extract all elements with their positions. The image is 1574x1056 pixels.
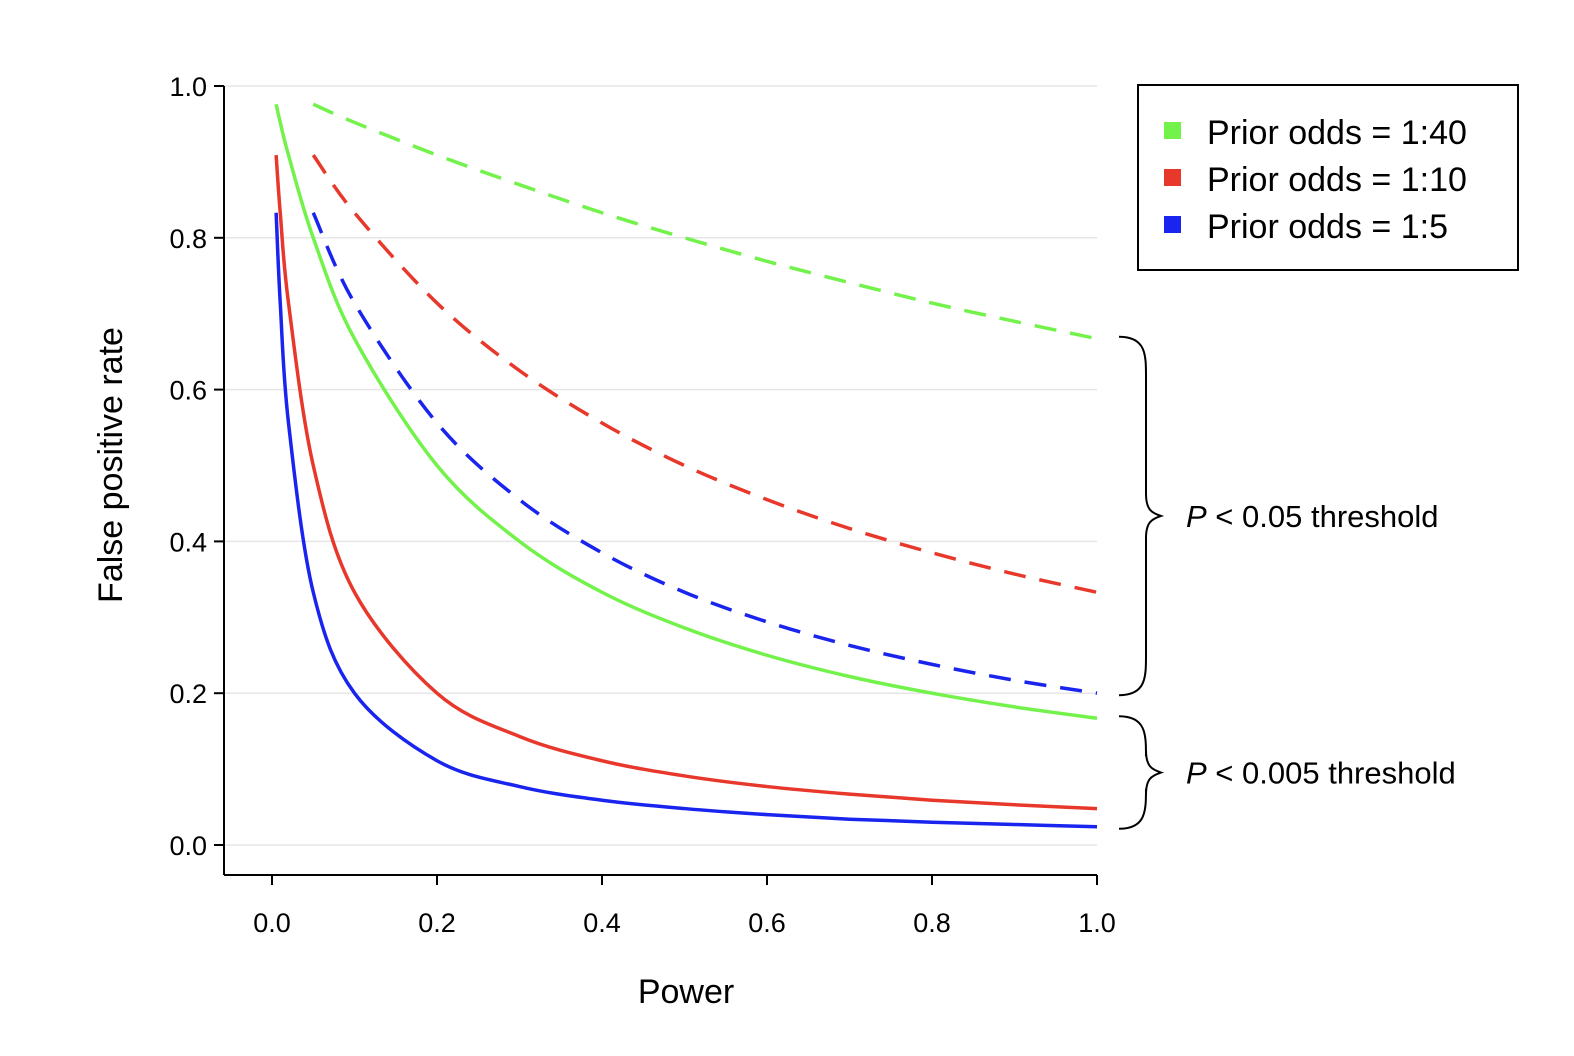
x-tick-label: 0.8: [913, 908, 951, 938]
legend-label-1-40: Prior odds = 1:40: [1207, 114, 1467, 152]
legend-swatch-1-10: [1164, 169, 1181, 186]
legend-swatch-1-40: [1164, 122, 1181, 139]
series-line-dashed-1-5: [311, 212, 1098, 695]
y-tick-label: 0.2: [169, 679, 207, 709]
legend-label-1-10: Prior odds = 1:10: [1207, 161, 1467, 199]
y-tick-label: 0.0: [169, 831, 207, 861]
y-tick-label: 0.8: [169, 224, 207, 254]
axes: 0.0 0.2 0.4 0.6 0.8 1.0 0.0 0.2 0.4 0.6 0.8 1.0: [169, 72, 1115, 938]
threshold-label: P < 0.05 threshold: [1186, 499, 1439, 534]
threshold-label: P < 0.005 threshold: [1186, 756, 1456, 791]
y-tick-label: 0.6: [169, 376, 207, 406]
legend-label-1-5: Prior odds = 1:5: [1207, 208, 1448, 246]
legend-box: [1137, 84, 1519, 271]
legend-swatch-1-5: [1164, 216, 1181, 233]
y-tick-label: 0.4: [169, 527, 207, 557]
x-tick-label: 0.4: [583, 908, 621, 938]
x-tick-label: 0.2: [418, 908, 456, 938]
series-layer: [274, 102, 1098, 829]
threshold-brace: [1118, 715, 1165, 830]
gridlines: [224, 85, 1097, 846]
threshold-brace: [1118, 335, 1165, 697]
series-line-solid-1-40: [274, 103, 1098, 720]
x-tick-label: 1.0: [1078, 908, 1116, 938]
series-line-dashed-1-10: [311, 154, 1098, 594]
x-tick-label: 0.0: [253, 908, 291, 938]
x-axis-label: Power: [638, 973, 734, 1011]
legend: Prior odds = 1:40 Prior odds = 1:10 Prio…: [1137, 84, 1519, 271]
y-axis-label: False positive rate: [92, 327, 130, 603]
series-line-solid-1-10: [274, 154, 1098, 811]
series-line-solid-1-5: [274, 212, 1098, 829]
y-tick-label: 1.0: [169, 72, 207, 102]
series-line-dashed-1-40: [312, 102, 1098, 341]
threshold-annotations: P < 0.05 threshold P < 0.005 threshold: [1118, 335, 1456, 830]
x-tick-label: 0.6: [748, 908, 786, 938]
